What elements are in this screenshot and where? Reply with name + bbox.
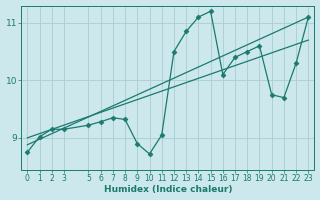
- X-axis label: Humidex (Indice chaleur): Humidex (Indice chaleur): [104, 185, 232, 194]
